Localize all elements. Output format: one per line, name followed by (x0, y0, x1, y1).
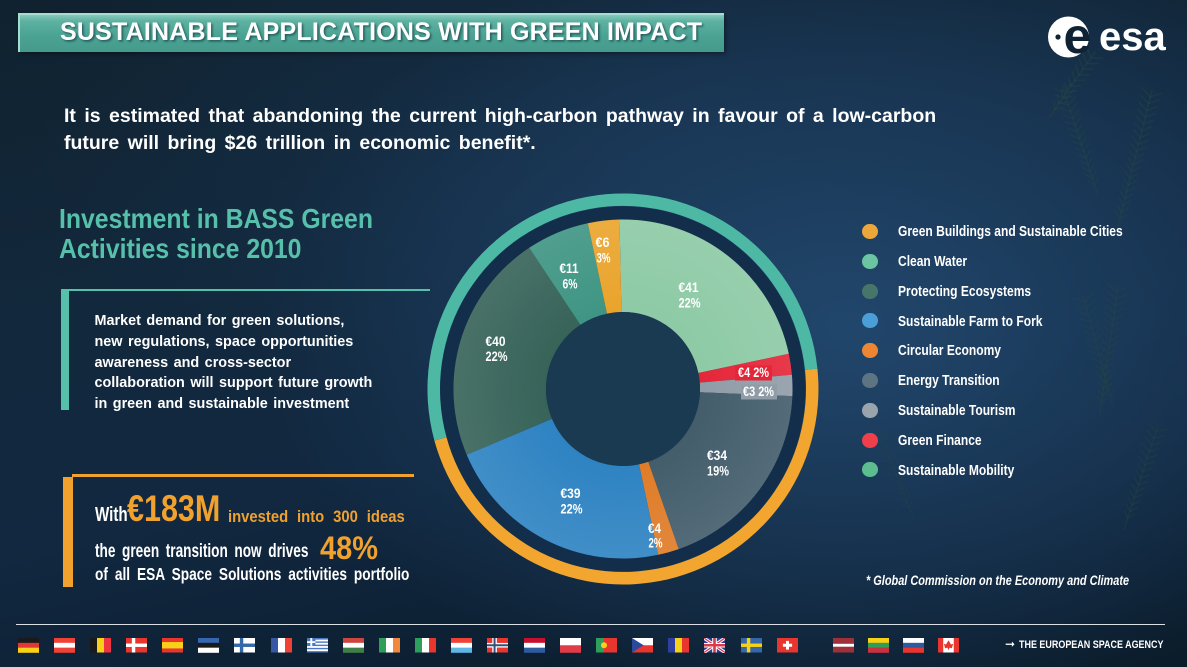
svg-text:€39: €39 (561, 485, 581, 501)
svg-text:€41: €41 (679, 279, 699, 295)
svg-text:22%: 22% (679, 295, 701, 311)
svg-text:2%: 2% (649, 535, 663, 551)
svg-text:19%: 19% (707, 463, 729, 479)
svg-text:€40: €40 (486, 333, 506, 349)
svg-text:e: e (1064, 8, 1092, 64)
svg-text:3%: 3% (597, 250, 611, 266)
svg-text:6%: 6% (563, 276, 578, 292)
svg-text:€34: €34 (707, 447, 727, 463)
svg-text:€11: €11 (560, 260, 579, 276)
svg-text:22%: 22% (561, 501, 583, 517)
svg-text:22%: 22% (486, 348, 508, 364)
svg-text:esa: esa (1099, 15, 1166, 59)
svg-text:€3 2%: €3 2% (743, 384, 774, 399)
svg-text:€4 2%: €4 2% (738, 365, 769, 380)
svg-text:€6: €6 (596, 234, 610, 250)
svg-text:€4: €4 (648, 520, 661, 536)
